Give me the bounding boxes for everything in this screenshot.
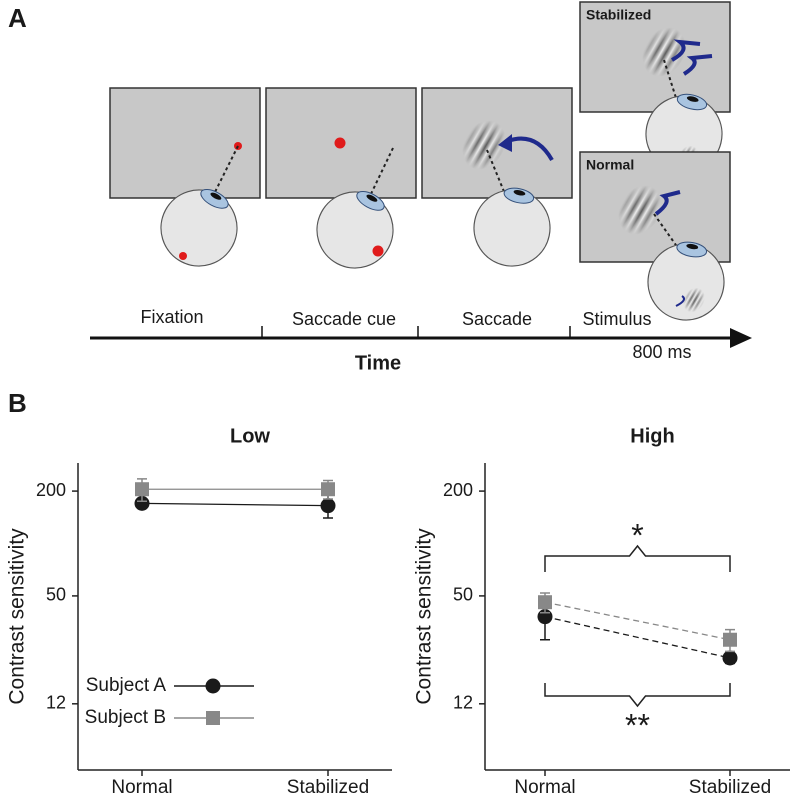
legend-label: Subject B: [85, 707, 166, 728]
y-tick-label: 12: [453, 693, 473, 713]
duration-label: 800 ms: [632, 342, 691, 362]
series-line: [141, 502, 329, 507]
series: [537, 598, 738, 666]
legend-marker: [205, 678, 221, 694]
y-axis-label: Contrast sensitivity: [413, 528, 436, 705]
marker: [722, 650, 738, 666]
stage-label: Saccade cue: [292, 309, 396, 329]
y-tick-label: 200: [36, 480, 66, 500]
stage-label: Saccade: [462, 309, 532, 329]
significance-mark: **: [625, 707, 650, 743]
legend-marker: [206, 711, 220, 725]
x-tick-label: Stabilized: [689, 777, 771, 798]
chart-title: Low: [230, 425, 270, 447]
panel-label: A: [8, 3, 27, 33]
legend-label: Subject A: [86, 675, 167, 696]
stabilized-scene: [579, 1, 732, 181]
marker: [321, 482, 335, 497]
cue-scene: [265, 87, 417, 282]
fixation-scene: [109, 87, 261, 280]
y-tick-label: 12: [46, 693, 66, 713]
y-tick-label: 50: [453, 585, 473, 605]
time-label: Time: [355, 352, 401, 374]
significance-bracket: [544, 544, 731, 572]
chart-title: High: [630, 425, 674, 447]
y-axis-label: Contrast sensitivity: [6, 528, 29, 705]
stage-label: Fixation: [140, 307, 203, 327]
y-tick-label: 200: [443, 480, 473, 500]
stage-label: Stimulus: [582, 309, 651, 329]
x-tick-label: Normal: [111, 777, 172, 798]
series: [135, 478, 335, 502]
panel-label: B: [8, 388, 27, 418]
normal-scene: [579, 151, 731, 327]
marker: [538, 595, 552, 610]
y-tick-label: 50: [46, 585, 66, 605]
condition-label: Normal: [586, 157, 634, 173]
marker: [320, 498, 336, 514]
series: [538, 592, 737, 653]
x-tick-label: Normal: [514, 777, 575, 798]
marker: [134, 495, 150, 511]
significance-bracket: [544, 683, 731, 708]
series-line: [544, 601, 731, 641]
series: [134, 494, 336, 519]
significance-mark: *: [631, 517, 643, 553]
saccade-scene: [421, 87, 573, 274]
marker: [135, 482, 149, 497]
marker: [723, 632, 737, 647]
timeline: [90, 326, 752, 348]
series-line: [544, 616, 731, 659]
x-tick-label: Stabilized: [287, 777, 369, 798]
condition-label: Stabilized: [586, 7, 651, 23]
